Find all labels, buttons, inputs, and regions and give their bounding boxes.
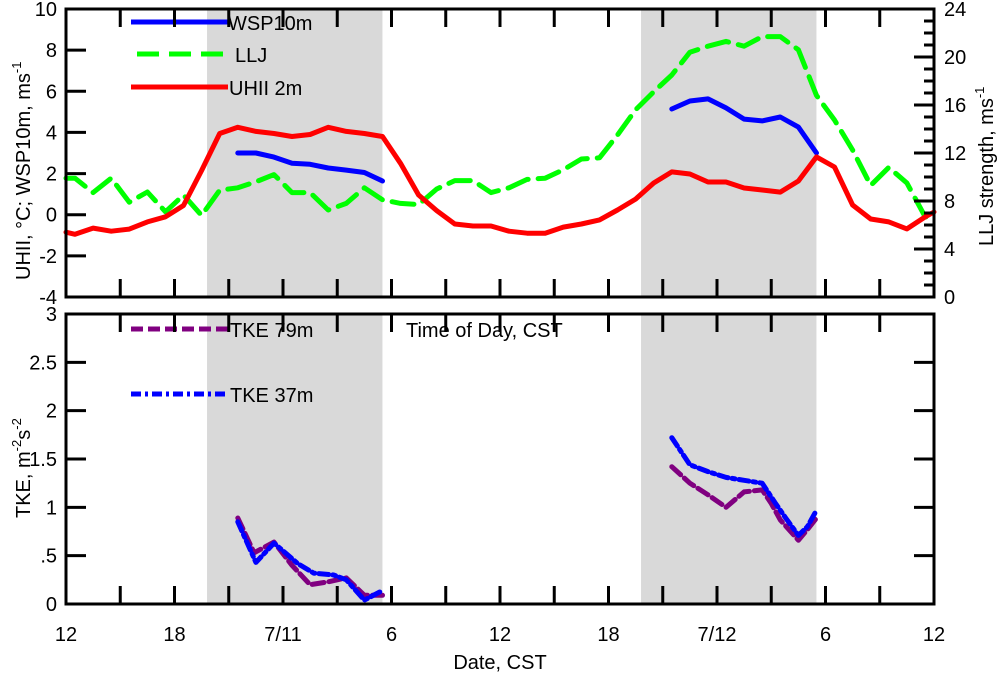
x-tick-labels: 12 18 7/11 6 12 18 7/12 6 12 xyxy=(55,624,945,646)
bottom-y-ticks: 0 .5 1 1.5 2 2.5 3 xyxy=(29,304,934,616)
y-tick-label: 4 xyxy=(46,122,57,144)
y2-tick-label: 20 xyxy=(944,47,966,69)
night-shade-bottom-1 xyxy=(641,314,817,604)
y-tick-label: .5 xyxy=(40,546,57,568)
top-left-y-axis-label: UHII, °C; WSP10m, ms-1 xyxy=(9,62,35,280)
top-series-lines xyxy=(63,34,937,237)
legend-item-llj: LLJ xyxy=(137,45,267,67)
night-shade-top-0 xyxy=(207,9,383,297)
y2-tick-label: 16 xyxy=(944,95,966,117)
legend-label-tke-79m: TKE 79m xyxy=(230,320,313,342)
legend-item-wsp10m: WSP10m xyxy=(131,13,312,35)
y-tick-label: -4 xyxy=(39,287,57,309)
y-tick-label: 10 xyxy=(35,0,57,21)
x-tick-label: 7/11 xyxy=(264,624,301,646)
y-tick-label: 6 xyxy=(46,81,57,103)
series-tke-79m-line-0 xyxy=(235,515,385,598)
night-shade-bottom-0 xyxy=(207,314,383,604)
legend-label-tke-37m: TKE 37m xyxy=(230,385,313,407)
top-right-y-ticks: 0 4 8 12 16 20 24 xyxy=(914,0,966,309)
y-tick-label: 1 xyxy=(46,497,57,519)
y2-tick-label: 4 xyxy=(944,239,955,261)
bottom-y-axis-label: TKE, m-2s-2 xyxy=(9,418,35,518)
x-tick-label: 18 xyxy=(597,624,619,646)
x-tick-label: 7/12 xyxy=(698,624,737,646)
series-wsp10m-line-0 xyxy=(235,150,385,184)
series-uhii-2m-line-0 xyxy=(63,124,937,237)
y-tick-label: 2.5 xyxy=(29,352,57,374)
series-tke-37m-line-1 xyxy=(669,435,819,538)
legend-label-llj: LLJ xyxy=(235,45,267,67)
series-wsp10m-line-1 xyxy=(669,96,819,156)
x-axis-label: Date, CST xyxy=(453,652,546,674)
legend-item-uhii: UHII 2m xyxy=(131,78,302,100)
y2-tick-label: 24 xyxy=(944,0,966,21)
y-tick-label: 0 xyxy=(46,594,57,616)
y-tick-label: 0 xyxy=(46,205,57,227)
series-llj-line-0 xyxy=(63,34,937,223)
top-right-y-axis-label: LLJ strength, ms-1 xyxy=(972,87,998,246)
series-tke-37m-line-0 xyxy=(235,519,385,603)
top-x-ticks xyxy=(118,9,882,297)
y-tick-label: 3 xyxy=(46,304,57,326)
x-tick-label: 12 xyxy=(55,624,77,646)
legend-item-tke-37m: TKE 37m xyxy=(131,385,313,407)
legend-label-wsp10m: WSP10m xyxy=(228,13,312,35)
y2-tick-label: 8 xyxy=(944,191,955,213)
legend-label-uhii-2m: UHII 2m xyxy=(229,78,302,100)
bottom-panel: TKE 79m TKE 37m Time of Day, CST 0 .5 1 1.5… xyxy=(9,304,945,674)
night-shading-top xyxy=(207,9,817,297)
x-tick-label: 18 xyxy=(163,624,185,646)
y2-tick-label: 0 xyxy=(944,287,955,309)
top-left-y-ticks: -4 -2 0 2 4 6 8 10 xyxy=(35,0,86,309)
y-tick-label: 2 xyxy=(46,401,57,423)
bottom-series-lines xyxy=(235,435,819,603)
series-tke-79m-line-1 xyxy=(669,464,819,543)
x-tick-label: 6 xyxy=(386,624,397,646)
y-tick-label: 2 xyxy=(46,164,57,186)
night-shading-bottom xyxy=(207,314,817,604)
x-tick-label: 12 xyxy=(489,624,511,646)
y-tick-label: -2 xyxy=(39,246,57,268)
bottom-x-ticks xyxy=(118,314,882,604)
time-of-day-annotation: Time of Day, CST xyxy=(406,320,563,342)
x-tick-label: 6 xyxy=(820,624,831,646)
night-shade-top-1 xyxy=(641,9,817,297)
top-legend: WSP10m LLJ UHII 2m xyxy=(131,13,312,100)
y2-tick-label: 12 xyxy=(944,143,966,165)
legend-item-tke-79m: TKE 79m xyxy=(131,320,313,342)
bottom-legend: TKE 79m TKE 37m xyxy=(131,320,313,407)
y-tick-label: 1.5 xyxy=(29,449,57,471)
y-tick-label: 8 xyxy=(46,40,57,62)
x-tick-label: 12 xyxy=(923,624,945,646)
